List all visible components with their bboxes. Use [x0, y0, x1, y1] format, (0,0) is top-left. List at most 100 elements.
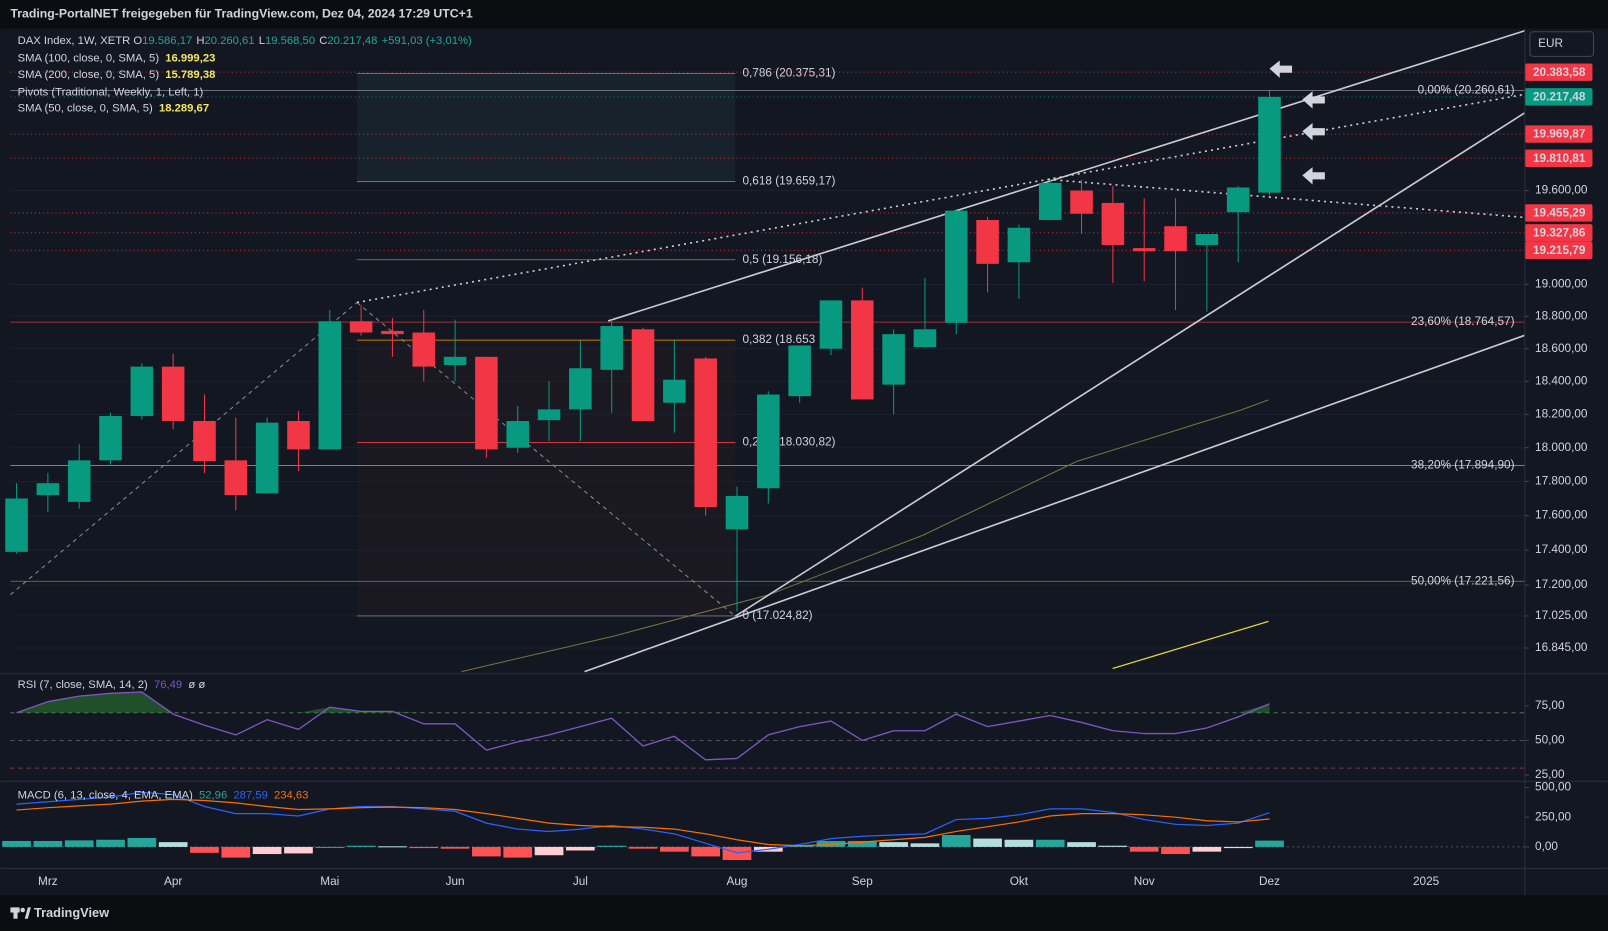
histogram-bar	[221, 846, 251, 858]
histogram-bar	[64, 840, 94, 847]
arrow	[1302, 167, 1325, 185]
fib-label: 0,618 (19.659,17)	[742, 175, 835, 188]
histogram-bar	[534, 846, 564, 856]
arrow	[1302, 91, 1325, 109]
ohlc-key: L	[259, 35, 265, 47]
histogram-bar	[2, 840, 31, 847]
price-badge	[1524, 63, 1593, 81]
arrow	[1302, 123, 1325, 141]
histogram-bar	[1223, 846, 1253, 849]
y-tick-label: 250,00	[1535, 810, 1571, 823]
candle-body	[537, 409, 561, 421]
ohlc-key: O	[133, 35, 142, 47]
y-tick-label: 19.600,00	[1535, 184, 1588, 197]
x-tick-label: Jun	[446, 875, 465, 888]
candle-body	[318, 321, 342, 450]
histogram-bar	[378, 846, 407, 848]
fib-label: 0 (17.024,82)	[742, 609, 812, 622]
candle-body	[475, 356, 498, 450]
y-tick-label: 18.400,00	[1535, 374, 1588, 387]
histogram-bar	[691, 846, 721, 857]
fib-label: 0,382 (18.653	[742, 333, 815, 346]
histogram-bar	[628, 846, 658, 849]
histogram-bar	[96, 839, 125, 847]
candle-body	[725, 495, 749, 530]
candle-body	[944, 210, 968, 323]
macd-legend: MACD (6, 13, close, 4, EMA, EMA) 52,96 287…	[18, 790, 309, 802]
currency-box	[1529, 31, 1595, 57]
histogram-bar	[503, 846, 533, 858]
candle-body	[255, 422, 279, 494]
price-badge	[1524, 204, 1593, 222]
currency: EUR	[1538, 37, 1563, 50]
candle-body	[130, 366, 154, 417]
ohlc-value: 19.586,17	[142, 35, 192, 47]
candle-body	[1070, 190, 1093, 214]
y-tick-label: 16.845,00	[1535, 641, 1588, 654]
candle-body	[1007, 227, 1031, 263]
macd-value: 234,63	[274, 790, 308, 802]
rsi-title: RSI (7, close, SMA, 14, 2)	[18, 679, 148, 691]
y-tick-label: 50,00	[1535, 734, 1565, 747]
y-tick-label: 500,00	[1535, 781, 1571, 794]
rsi-value: 76,49	[154, 679, 182, 691]
macd-value: 52,96	[199, 790, 227, 802]
fib-label: 0,236 (18.030,82)	[742, 436, 835, 449]
ohlc-value: 20.260,61	[204, 35, 254, 47]
candle-body	[1226, 187, 1250, 213]
fib-label: 0,5 (19.156,18)	[742, 253, 822, 266]
x-tick-label: Apr	[164, 875, 182, 888]
price-badge	[1524, 88, 1593, 106]
histogram-bar	[33, 840, 63, 847]
candle-body	[1132, 248, 1156, 252]
ohlc-value: 20.217,48	[327, 35, 377, 47]
candle-body	[976, 219, 999, 264]
histogram-bar	[1192, 846, 1222, 852]
histogram-bar	[190, 846, 219, 853]
histogram-bar	[472, 846, 501, 857]
price-badge	[1524, 224, 1593, 242]
histogram-bar	[659, 846, 689, 852]
y-tick-label: 18.000,00	[1535, 441, 1588, 454]
arrow	[1269, 60, 1293, 78]
candle-body	[600, 326, 623, 370]
indicator-value: 16.999,23	[165, 52, 215, 64]
y-tick-label: 17.200,00	[1535, 578, 1588, 591]
ohlc-key: C	[319, 35, 327, 47]
x-tick-label: Dez	[1259, 875, 1280, 888]
x-tick-label: Okt	[1010, 875, 1029, 888]
candle-body	[757, 394, 780, 489]
logo	[24, 907, 31, 919]
x-tick-label: Mrz	[38, 875, 58, 888]
histogram-bar	[941, 835, 971, 847]
candle-body	[443, 356, 467, 365]
indicator-legend: SMA (200, close, 0, SMA, 5) 15.789,38	[18, 69, 216, 81]
indicator-legend: SMA (100, close, 0, SMA, 5) 16.999,23	[18, 52, 216, 64]
price-badge	[1524, 241, 1593, 260]
candle-body	[1195, 234, 1219, 245]
fib-label: 0,00% (20.260,61)	[1418, 84, 1515, 97]
candle-body	[5, 498, 28, 552]
fib-zone	[356, 73, 736, 183]
indicator-label: Pivots (Traditional, Weekly, 1, Left, 1)	[18, 86, 204, 98]
fib-label: 38,20% (17.894,90)	[1411, 459, 1515, 472]
ohlc-change: +591,03 (+3,01%)	[382, 35, 472, 47]
candle-body	[412, 332, 436, 367]
trend-line	[356, 93, 1525, 304]
rsi-line	[16, 691, 1270, 761]
indicator-legend: Pivots (Traditional, Weekly, 1, Left, 1)	[18, 86, 204, 98]
candle-body	[788, 345, 811, 397]
candle-body	[349, 321, 373, 333]
y-tick-label: 17.025,00	[1535, 609, 1588, 622]
x-tick-label: 2025	[1413, 875, 1440, 888]
histogram-bar	[1161, 846, 1190, 855]
x-tick-label: Jul	[573, 875, 588, 888]
x-tick-label: Nov	[1134, 875, 1155, 888]
candle-body	[36, 483, 60, 496]
brand: TradingView	[10, 905, 109, 920]
macd-line	[16, 791, 1270, 854]
y-tick-label: 0,00	[1535, 840, 1558, 853]
candle-body	[224, 460, 248, 496]
